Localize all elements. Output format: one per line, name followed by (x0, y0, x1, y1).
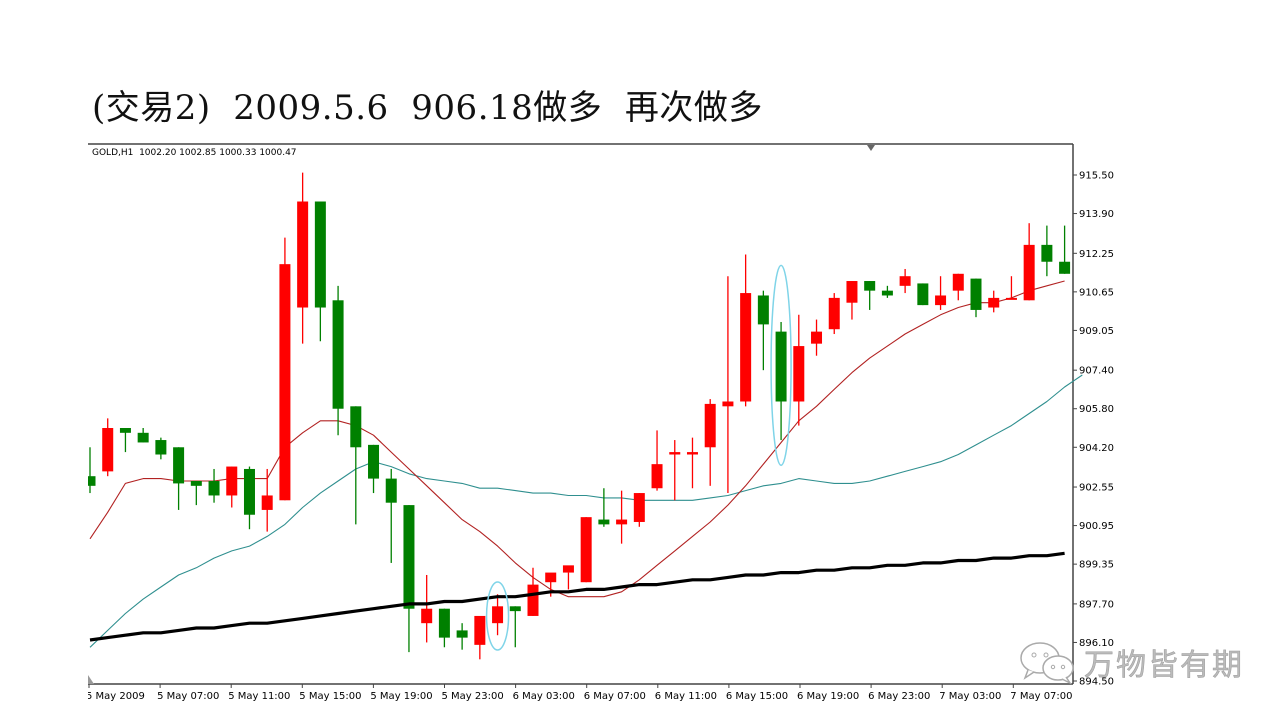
candle-body (704, 403, 716, 448)
candle-body (917, 283, 929, 306)
price-tick-label: 897.70 (1079, 599, 1114, 610)
watermark-text: 万物皆有期 (1084, 648, 1244, 684)
price-tick-label: 896.10 (1079, 638, 1114, 649)
candle-body (881, 290, 893, 296)
time-tick-label: 6 May 07:00 (584, 691, 646, 702)
candle-body (793, 346, 805, 402)
candle-body (173, 447, 185, 484)
price-tick-label: 915.50 (1079, 171, 1114, 182)
candle-body (527, 584, 539, 616)
candle-body (811, 331, 823, 344)
time-tick-label: 5 May 2009 (88, 691, 145, 702)
highlight-ellipse-entry-1 (485, 581, 510, 651)
candle-body (456, 630, 468, 638)
candle-body (1059, 261, 1071, 274)
candle-body (899, 276, 911, 286)
time-tick-label: 7 May 07:00 (1010, 691, 1072, 702)
highlight-ellipse-entry-2 (770, 264, 792, 467)
time-tick-label: 5 May 11:00 (228, 691, 290, 702)
candle-body (952, 273, 964, 291)
candle-body (119, 428, 131, 433)
candle-body (243, 468, 255, 515)
candle-body (102, 428, 114, 472)
candle-body (616, 519, 628, 525)
candle-body (1023, 244, 1035, 301)
candle-body (226, 466, 238, 496)
candle-body (350, 406, 362, 448)
time-tick-label: 5 May 07:00 (157, 691, 219, 702)
candle-body (864, 281, 876, 291)
candle-body (332, 300, 344, 409)
candle-body (88, 476, 96, 486)
watermark: 万物皆有期 (1018, 640, 1244, 684)
price-tick-label: 899.35 (1079, 560, 1114, 571)
candle-body (740, 293, 752, 402)
candlestick-chart: 915.50 913.90 912.25 910.65 909.05 907.40 905.… (88, 143, 1114, 702)
scroll-marker-icon (867, 145, 875, 151)
candle-body (580, 517, 592, 583)
slide-title: (交易2) 2009.5.6 906.18做多 再次做多 (92, 88, 763, 128)
candle-body (297, 201, 309, 308)
time-tick-label: 6 May 11:00 (655, 691, 717, 702)
price-tick-label: 905.80 (1079, 404, 1114, 415)
candle-body (1041, 244, 1053, 262)
candle-body (385, 478, 397, 503)
shift-marker-icon (88, 675, 94, 684)
candle-body (970, 278, 982, 310)
candle-body (421, 608, 433, 624)
time-tick-label: 6 May 15:00 (726, 691, 788, 702)
price-tick-label: 912.25 (1079, 249, 1114, 260)
price-tick-label: 902.55 (1079, 483, 1114, 494)
candle-body (314, 201, 326, 308)
candle-body (403, 505, 415, 609)
time-tick-label: 5 May 15:00 (299, 691, 361, 702)
candle-body (261, 495, 273, 510)
candle-body (598, 519, 610, 525)
time-tick-label: 6 May 19:00 (797, 691, 859, 702)
candle-body (686, 452, 698, 455)
time-tick-label: 5 May 23:00 (442, 691, 504, 702)
candle-body (775, 331, 787, 402)
chart-frame: 915.50 913.90 912.25 910.65 909.05 907.40 905.… (88, 143, 1118, 708)
candle-body (208, 481, 220, 496)
price-tick-label: 900.95 (1079, 521, 1114, 532)
candle-body (509, 606, 521, 612)
wechat-icon (1020, 642, 1074, 684)
time-tick-label: 6 May 03:00 (513, 691, 575, 702)
candle-body (935, 295, 947, 306)
candle-body (190, 481, 202, 486)
time-tick-label: 7 May 03:00 (939, 691, 1001, 702)
chart-header: GOLD,H1 1002.20 1002.85 1000.33 1000.47 (92, 148, 297, 158)
candle-body (155, 440, 167, 455)
price-tick-label: 909.05 (1079, 326, 1114, 337)
candle-body (474, 615, 486, 645)
candle-body (137, 432, 149, 443)
candle-body (1005, 297, 1017, 300)
candle-body (438, 608, 450, 638)
ma-slow-line (89, 551, 1065, 642)
candle-body (846, 281, 858, 303)
time-tick-label: 6 May 23:00 (868, 691, 930, 702)
price-tick-label: 913.90 (1079, 209, 1114, 220)
candle-body (722, 401, 734, 407)
price-tick-label: 904.20 (1079, 443, 1114, 454)
ma-mid-line (89, 374, 1083, 648)
candle-body (669, 452, 681, 455)
price-tick-label: 910.65 (1079, 287, 1114, 298)
candle-body (828, 297, 840, 330)
candle-body (492, 606, 504, 624)
candle-body (368, 444, 380, 479)
candle-body (757, 295, 769, 325)
price-tick-label: 907.40 (1079, 366, 1114, 377)
candle-body (562, 565, 574, 573)
candle-body (988, 297, 1000, 308)
candle-body (633, 493, 645, 522)
price-tick-label: 894.50 (1079, 677, 1114, 688)
time-tick-label: 5 May 19:00 (370, 691, 432, 702)
candle-body (279, 264, 291, 501)
candle-body (545, 572, 557, 583)
candle-body (651, 464, 663, 489)
